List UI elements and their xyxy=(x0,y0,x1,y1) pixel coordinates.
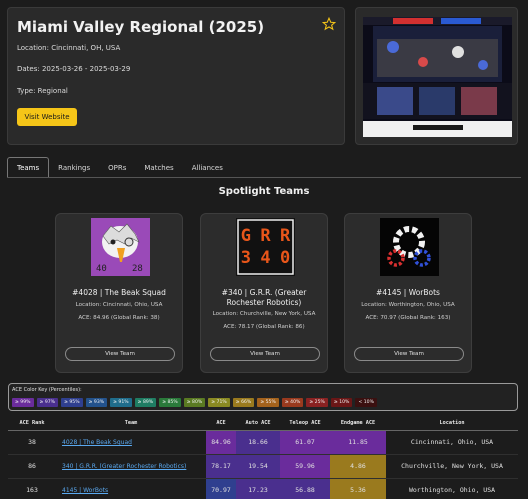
spotlight-card-4028: 40 28 #4028 | The Beak Squad Location: C… xyxy=(55,213,183,373)
team-cell: 340 | G.R.R. (Greater Rochester Robotics… xyxy=(56,454,206,479)
team-link[interactable]: 4028 | The Beak Squad xyxy=(62,439,132,446)
spotlight-card-4145: #4145 | WorBots Location: Worthington, O… xyxy=(344,213,472,373)
color-key-chip: ≥ 80% xyxy=(183,398,206,407)
logo-letter-r2: R xyxy=(280,226,291,246)
color-key-chip: ≥ 93% xyxy=(85,398,108,407)
teleop-ace-cell: 59.96 xyxy=(280,454,330,479)
tab-divider xyxy=(7,177,521,178)
color-key-chip: ≥ 66% xyxy=(232,398,255,407)
location-cell: Cincinnati, Ohio, USA xyxy=(386,430,518,455)
logo-letter-r1: R xyxy=(260,226,271,246)
team-cell: 4028 | The Beak Squad xyxy=(56,430,206,455)
spotlight-card-340: G R R 3 4 0 #340 | G.R.R. (Greater Roche… xyxy=(200,213,328,373)
color-key-chips: ≥ 99% ≥ 97% ≥ 95% ≥ 93% ≥ 91% ≥ 89% ≥ 85% ≥ 80%… xyxy=(12,398,377,407)
color-key-title: ACE Color Key (Percentiles): xyxy=(12,387,82,393)
view-team-button[interactable]: View Team xyxy=(354,347,464,361)
logo-digit-4: 4 xyxy=(260,248,271,268)
col-header-location[interactable]: Location xyxy=(386,416,518,431)
auto-ace-cell: 19.54 xyxy=(236,454,280,479)
logo-number-left: 40 xyxy=(96,264,107,274)
tab-bar: Teams Rankings OPRs Matches Alliances xyxy=(7,157,232,178)
location-cell: Worthington, Ohio, USA xyxy=(386,478,518,499)
logo-digit-0: 0 xyxy=(280,248,291,268)
tab-oprs[interactable]: OPRs xyxy=(108,163,127,172)
teleop-ace-cell: 61.07 xyxy=(280,430,330,455)
table-header-row: ACE Rank Team ACE Auto ACE Teleop ACE En… xyxy=(8,416,518,431)
color-key-chip: ≥ 25% xyxy=(306,398,328,407)
auto-ace-cell: 18.66 xyxy=(236,430,280,455)
team-logo-4028: 40 28 xyxy=(91,218,150,276)
team-logo-4145 xyxy=(380,218,439,276)
teleop-ace-cell: 56.88 xyxy=(280,478,330,499)
ace-cell: 70.97 xyxy=(206,478,236,499)
tab-rankings[interactable]: Rankings xyxy=(58,163,91,172)
col-header-auto-ace[interactable]: Auto ACE xyxy=(236,416,280,431)
ace-color-key: ACE Color Key (Percentiles): ≥ 99% ≥ 97% ≥… xyxy=(8,383,518,411)
event-location: Location: Cincinnati, OH, USA xyxy=(17,44,121,52)
ace-rank-cell: 38 xyxy=(8,430,56,455)
spotlight-title: Spotlight Teams xyxy=(218,186,310,197)
team-ace: ACE: 70.97 (Global Rank: 163) xyxy=(365,315,451,321)
event-type: Type: Regional xyxy=(17,87,68,95)
table-row: 86 340 | G.R.R. (Greater Rochester Roboti… xyxy=(8,454,518,479)
color-key-chip: ≥ 97% xyxy=(36,398,59,407)
color-key-chip: ≥ 40% xyxy=(281,398,304,407)
col-header-ace-rank[interactable]: ACE Rank xyxy=(8,416,56,431)
auto-ace-cell: 17.23 xyxy=(236,478,280,499)
tab-alliances[interactable]: Alliances xyxy=(191,163,223,172)
team-name: #4145 | WorBots xyxy=(376,288,440,297)
ace-cell: 84.96 xyxy=(206,430,236,455)
ace-cell: 78.17 xyxy=(206,454,236,479)
endgame-ace-cell: 4.86 xyxy=(330,454,386,479)
color-key-chip: ≥ 99% xyxy=(12,398,34,407)
color-key-chip: ≥ 85% xyxy=(159,398,181,407)
match-video-thumbnail[interactable] xyxy=(363,17,512,137)
color-key-chip: ≥ 91% xyxy=(110,398,132,407)
endgame-ace-cell: 11.85 xyxy=(330,430,386,455)
team-ace: ACE: 78.17 (Global Rank: 86) xyxy=(223,324,305,330)
col-header-team[interactable]: Team xyxy=(56,416,206,431)
logo-digit-3: 3 xyxy=(240,248,251,268)
color-key-chip: ≥ 10% xyxy=(330,398,353,407)
visit-website-button[interactable]: Visit Website xyxy=(17,108,77,126)
color-key-chip: ≥ 71% xyxy=(208,398,230,407)
ace-rank-cell: 86 xyxy=(8,454,56,479)
col-header-endgame-ace[interactable]: Endgame ACE xyxy=(330,416,386,431)
col-header-ace[interactable]: ACE xyxy=(206,416,236,431)
table-row: 38 4028 | The Beak Squad 84.96 18.66 61.07 11… xyxy=(8,430,518,455)
teams-table: ACE Rank Team ACE Auto ACE Teleop ACE En… xyxy=(8,416,518,499)
endgame-ace-cell: 5.36 xyxy=(330,478,386,499)
team-name: #4028 | The Beak Squad xyxy=(72,288,166,297)
team-location: Location: Churchville, New York, USA xyxy=(212,311,316,317)
event-dates: Dates: 2025-03-26 - 2025-03-29 xyxy=(17,65,131,73)
col-header-teleop-ace[interactable]: Teleop ACE xyxy=(280,416,330,431)
video-card xyxy=(355,7,518,145)
color-key-chip: < 10% xyxy=(355,398,377,407)
team-link[interactable]: 4145 | WorBots xyxy=(62,487,109,494)
team-link[interactable]: 340 | G.R.R. (Greater Rochester Robotics… xyxy=(62,463,187,470)
table-row: 163 4145 | WorBots 70.97 17.23 56.88 5.36 Wort… xyxy=(8,478,518,499)
view-team-button[interactable]: View Team xyxy=(210,347,320,361)
tab-teams[interactable]: Teams xyxy=(7,157,50,178)
location-cell: Churchville, New York, USA xyxy=(386,454,518,479)
event-header-card: Miami Valley Regional (2025) Location: C… xyxy=(7,7,345,145)
team-name: #340 | G.R.R. (Greater Rochester Robotic… xyxy=(221,288,307,307)
color-key-chip: ≥ 95% xyxy=(61,398,83,407)
logo-letter-g: G xyxy=(240,226,251,246)
team-location: Location: Cincinnati, Ohio, USA xyxy=(75,302,163,308)
favorite-star-icon[interactable] xyxy=(322,17,336,31)
logo-number-right: 28 xyxy=(132,264,143,274)
view-team-button[interactable]: View Team xyxy=(65,347,175,361)
tab-matches[interactable]: Matches xyxy=(144,163,174,172)
color-key-chip: ≥ 55% xyxy=(257,398,279,407)
color-key-chip: ≥ 89% xyxy=(134,398,157,407)
team-location: Location: Worthington, Ohio, USA xyxy=(361,302,455,308)
team-cell: 4145 | WorBots xyxy=(56,478,206,499)
team-ace: ACE: 84.96 (Global Rank: 38) xyxy=(78,315,160,321)
event-title: Miami Valley Regional (2025) xyxy=(17,18,265,36)
team-logo-340: G R R 3 4 0 xyxy=(236,218,295,276)
ace-rank-cell: 163 xyxy=(8,478,56,499)
